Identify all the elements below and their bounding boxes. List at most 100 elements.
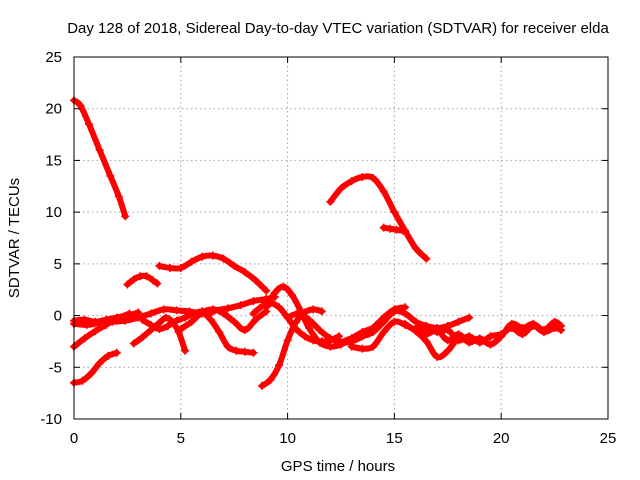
data-point-marker bbox=[166, 263, 175, 272]
data-point-marker bbox=[379, 187, 388, 196]
data-point-marker bbox=[251, 315, 260, 324]
data-point-marker bbox=[507, 319, 516, 328]
series-arc14 bbox=[257, 305, 326, 390]
data-point-marker bbox=[257, 302, 266, 311]
y-tick-label: 5 bbox=[54, 256, 62, 273]
plot-frame bbox=[73, 56, 609, 420]
data-point-marker bbox=[358, 344, 367, 353]
data-point-marker bbox=[95, 146, 104, 155]
x-tick-label: 0 bbox=[70, 430, 78, 447]
data-point-marker bbox=[309, 336, 318, 345]
data-point-marker bbox=[172, 306, 181, 315]
data-point-marker bbox=[317, 337, 326, 346]
data-point-marker bbox=[465, 313, 474, 322]
data-point-marker bbox=[539, 326, 548, 335]
data-point-marker bbox=[257, 381, 266, 390]
data-point-marker bbox=[208, 305, 217, 314]
series-arc1 bbox=[70, 96, 130, 221]
data-point-marker bbox=[84, 120, 93, 129]
data-point-marker bbox=[78, 376, 87, 385]
data-point-marker bbox=[106, 171, 115, 180]
data-point-marker bbox=[208, 251, 217, 260]
data-point-marker bbox=[249, 348, 258, 357]
grid-layer bbox=[74, 57, 608, 419]
data-point-marker bbox=[123, 280, 132, 289]
data-point-marker bbox=[454, 317, 463, 326]
data-point-marker bbox=[187, 257, 196, 266]
data-point-marker bbox=[232, 346, 241, 355]
data-point-marker bbox=[422, 254, 431, 263]
data-point-marker bbox=[401, 319, 410, 328]
series-trace bbox=[156, 252, 270, 294]
data-point-marker bbox=[326, 334, 335, 343]
data-point-marker bbox=[76, 101, 85, 110]
data-point-marker bbox=[292, 317, 301, 326]
data-point-marker bbox=[159, 305, 168, 314]
data-point-marker bbox=[219, 254, 228, 263]
data-point-marker bbox=[294, 309, 303, 318]
series-arc5 bbox=[70, 308, 143, 326]
data-point-marker bbox=[379, 317, 388, 326]
series-arc17 bbox=[379, 223, 407, 235]
data-point-marker bbox=[91, 327, 100, 336]
data-point-marker bbox=[149, 276, 158, 285]
data-point-marker bbox=[304, 323, 313, 332]
data-point-marker bbox=[443, 336, 452, 345]
data-point-marker bbox=[95, 359, 104, 368]
data-point-marker bbox=[337, 184, 345, 193]
data-point-marker bbox=[433, 352, 442, 361]
data-point-marker bbox=[142, 272, 151, 281]
data-point-marker bbox=[390, 317, 399, 326]
data-point-marker bbox=[390, 208, 399, 217]
data-point-marker bbox=[236, 301, 245, 310]
data-point-marker bbox=[379, 223, 388, 232]
data-point-marker bbox=[219, 309, 228, 318]
y-tick-label: 10 bbox=[45, 204, 62, 221]
data-point-marker bbox=[104, 351, 113, 360]
data-point-marker bbox=[138, 333, 147, 342]
data-point-marker bbox=[206, 315, 215, 324]
data-point-marker bbox=[422, 337, 431, 346]
x-tick-label: 15 bbox=[386, 430, 403, 447]
data-point-marker bbox=[153, 279, 162, 288]
data-point-marker bbox=[181, 346, 190, 355]
y-axis-label: SDTVAR / TECUs bbox=[6, 178, 23, 298]
data-point-marker bbox=[176, 263, 185, 272]
data-point-marker bbox=[249, 309, 258, 318]
data-point-marker bbox=[369, 342, 378, 351]
data-point-marker bbox=[155, 261, 164, 270]
y-tick-label: -5 bbox=[49, 359, 62, 376]
data-point-marker bbox=[454, 330, 463, 339]
data-point-marker bbox=[337, 338, 345, 347]
x-tick-label: 25 bbox=[600, 430, 617, 447]
data-point-marker bbox=[401, 309, 410, 318]
data-point-marker bbox=[386, 224, 395, 233]
data-point-marker bbox=[198, 307, 207, 316]
data-point-marker bbox=[87, 369, 96, 378]
data-point-marker bbox=[486, 332, 495, 341]
data-point-marker bbox=[138, 315, 147, 324]
data-point-marker bbox=[443, 326, 452, 335]
data-point-marker bbox=[198, 252, 207, 261]
data-point-marker bbox=[121, 212, 130, 221]
data-point-marker bbox=[358, 172, 367, 181]
data-point-marker bbox=[134, 308, 143, 317]
data-point-marker bbox=[146, 320, 155, 329]
series-trace bbox=[71, 97, 129, 220]
data-point-marker bbox=[411, 244, 420, 253]
data-point-marker bbox=[465, 338, 474, 347]
data-point-marker bbox=[369, 174, 378, 183]
data-point-marker bbox=[91, 317, 100, 326]
series-arc6 bbox=[123, 272, 162, 289]
data-point-marker bbox=[102, 315, 111, 324]
data-point-marker bbox=[443, 346, 452, 355]
data-point-marker bbox=[270, 288, 279, 297]
data-point-marker bbox=[369, 328, 378, 337]
data-point-marker bbox=[398, 226, 407, 235]
data-point-marker bbox=[230, 261, 239, 270]
series-trace bbox=[327, 173, 430, 262]
data-point-marker bbox=[240, 347, 249, 356]
data-point-marker bbox=[112, 348, 121, 357]
data-point-marker bbox=[358, 332, 367, 341]
